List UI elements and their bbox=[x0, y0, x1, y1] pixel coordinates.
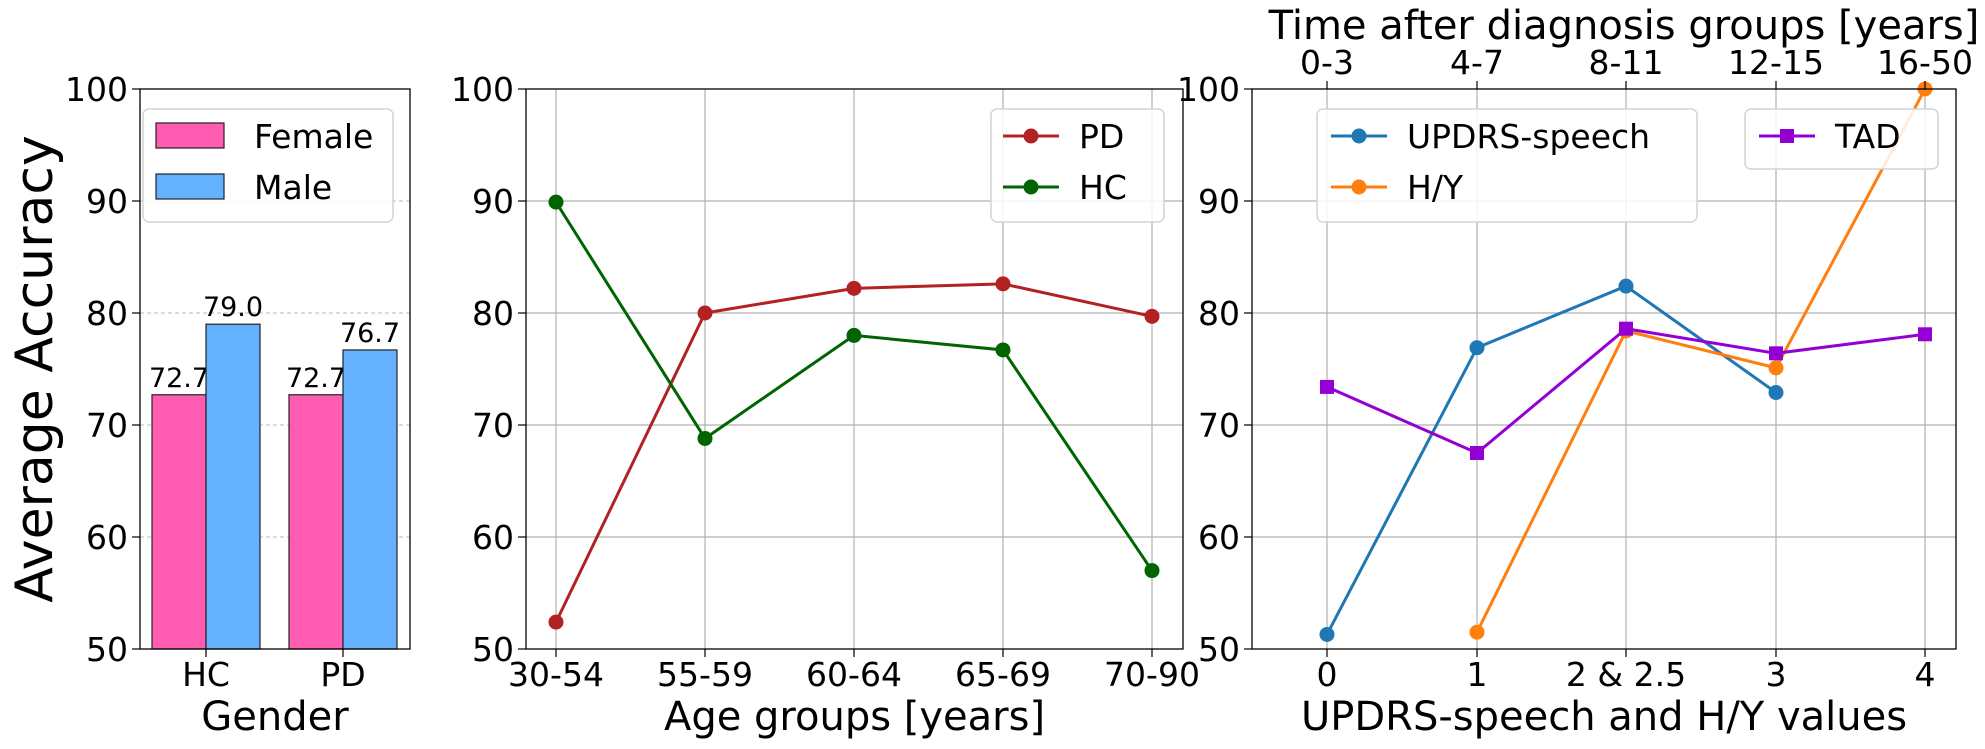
series-line-h-y bbox=[1475, 88, 1927, 633]
legend-hc-label: HC bbox=[1079, 168, 1127, 207]
data-point-pd bbox=[995, 276, 1011, 292]
y-tick-label: 90 bbox=[472, 182, 514, 221]
legend-box bbox=[1316, 108, 1698, 223]
bar-female-pd bbox=[288, 394, 344, 650]
top-tick-label: 16-50 bbox=[1877, 43, 1973, 82]
y-tick-label: 70 bbox=[472, 406, 514, 445]
y-tick-label: 60 bbox=[472, 518, 514, 557]
y-tick-label: 70 bbox=[1198, 406, 1240, 445]
x-tick-label: 65-69 bbox=[955, 655, 1051, 694]
data-point-tad bbox=[1619, 321, 1633, 336]
legend-updrs-speech-marker bbox=[1351, 128, 1367, 144]
top-tick-label: 0-3 bbox=[1300, 43, 1354, 82]
legend-box bbox=[1744, 108, 1939, 170]
data-point-pd bbox=[1144, 308, 1160, 324]
y-tick-label: 60 bbox=[86, 518, 128, 557]
bar-value-label: 76.7 bbox=[340, 318, 400, 349]
top-tick-label: 8-11 bbox=[1589, 43, 1664, 82]
x-axis-label: Gender bbox=[201, 694, 349, 740]
y-tick-label: 100 bbox=[1177, 70, 1240, 109]
data-point-updrs-speech bbox=[1319, 626, 1335, 642]
data-point-pd bbox=[548, 614, 564, 630]
data-point-updrs-speech bbox=[1618, 278, 1634, 294]
y-tick-label: 70 bbox=[86, 406, 128, 445]
legend-h-y-label: H/Y bbox=[1407, 168, 1464, 207]
data-point-updrs-speech bbox=[1768, 385, 1784, 401]
x-axis-label: Age groups [years] bbox=[664, 694, 1045, 740]
y-tick-label: 100 bbox=[451, 70, 514, 109]
legend-tad-label: TAD bbox=[1834, 117, 1901, 156]
y-tick-label: 60 bbox=[1198, 518, 1240, 557]
bar-value-label: 72.7 bbox=[286, 363, 346, 394]
data-point-tad bbox=[1918, 327, 1932, 342]
y-tick-label: 50 bbox=[86, 630, 128, 669]
y-tick-label: 50 bbox=[1198, 630, 1240, 669]
data-point-tad bbox=[1470, 446, 1484, 460]
legend-tad-marker bbox=[1780, 129, 1794, 143]
y-tick-label: 100 bbox=[65, 70, 128, 109]
y-axis-label: Average Accuracy bbox=[5, 135, 65, 602]
bar-male-pd bbox=[342, 349, 398, 650]
data-point-hc bbox=[1144, 563, 1160, 579]
y-tick-label: 80 bbox=[86, 294, 128, 333]
top-tick-label: 12-15 bbox=[1728, 43, 1824, 82]
x-tick-label: 30-54 bbox=[508, 655, 604, 694]
legend-swatch-male bbox=[155, 173, 225, 200]
legend-label-male: Male bbox=[254, 168, 332, 207]
data-point-tad bbox=[1320, 379, 1334, 394]
bar-male-hc bbox=[205, 323, 261, 650]
top-tick-label: 4-7 bbox=[1450, 43, 1504, 82]
x-tick-label: 2 & 2.5 bbox=[1566, 655, 1686, 694]
legend-swatch-female bbox=[155, 122, 225, 149]
bar-value-label: 79.0 bbox=[203, 292, 263, 323]
x-tick-label: 70-90 bbox=[1104, 655, 1200, 694]
x-tick-label: 60-64 bbox=[806, 655, 902, 694]
legend-box bbox=[990, 108, 1165, 223]
y-tick-label: 80 bbox=[1198, 294, 1240, 333]
legend-h-y-marker bbox=[1351, 179, 1367, 195]
y-tick-label: 50 bbox=[472, 630, 514, 669]
x-tick-label: 55-59 bbox=[657, 655, 753, 694]
data-point-h-y bbox=[1469, 624, 1485, 640]
plot-frame bbox=[1251, 88, 1957, 650]
legend-updrs-speech-label: UPDRS-speech bbox=[1407, 117, 1650, 156]
plot-frame bbox=[525, 88, 1184, 650]
legend-label-female: Female bbox=[254, 117, 373, 156]
x-tick-label: HC bbox=[182, 655, 230, 694]
x-tick-label: PD bbox=[320, 655, 365, 694]
data-point-hc bbox=[548, 194, 564, 210]
plot-frame bbox=[139, 88, 411, 650]
top-axis-label: Time after diagnosis groups [years] bbox=[1268, 3, 1980, 49]
series-line-updrs-speech bbox=[1325, 284, 1777, 636]
x-tick-label: 0 bbox=[1317, 655, 1338, 694]
legend-pd-label: PD bbox=[1079, 117, 1124, 156]
data-point-pd bbox=[697, 305, 713, 321]
legend-pd-marker bbox=[1023, 128, 1039, 144]
x-tick-label: 4 bbox=[1915, 655, 1936, 694]
y-tick-label: 80 bbox=[472, 294, 514, 333]
x-tick-label: 3 bbox=[1766, 655, 1787, 694]
bar-value-label: 72.7 bbox=[149, 363, 209, 394]
data-point-h-y bbox=[1768, 360, 1784, 376]
data-point-hc bbox=[697, 430, 713, 446]
bar-female-hc bbox=[151, 394, 207, 650]
y-tick-label: 90 bbox=[1198, 182, 1240, 221]
data-point-updrs-speech bbox=[1469, 340, 1485, 356]
data-point-pd bbox=[846, 280, 862, 296]
data-point-hc bbox=[995, 342, 1011, 358]
data-point-hc bbox=[846, 327, 862, 343]
x-tick-label: 1 bbox=[1467, 655, 1488, 694]
legend-hc-marker bbox=[1023, 179, 1039, 195]
y-tick-label: 90 bbox=[86, 182, 128, 221]
x-axis-label: UPDRS-speech and H/Y values bbox=[1301, 694, 1907, 740]
data-point-tad bbox=[1769, 346, 1783, 361]
